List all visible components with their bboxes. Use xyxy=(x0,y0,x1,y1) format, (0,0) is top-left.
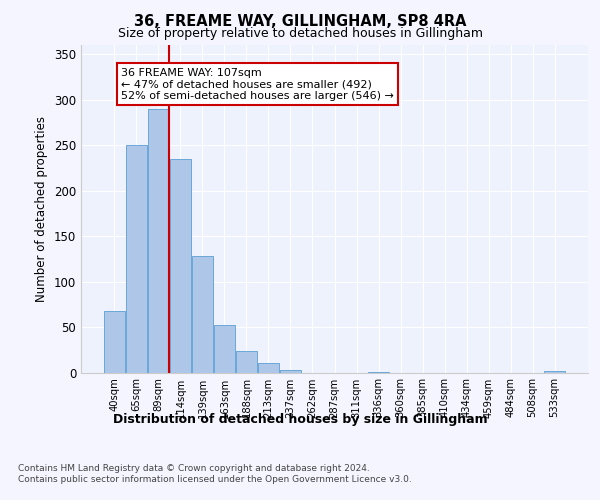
Bar xyxy=(148,108,169,372)
Bar xyxy=(544,370,565,372)
Y-axis label: Number of detached properties: Number of detached properties xyxy=(35,116,49,302)
Bar xyxy=(258,364,279,372)
Bar xyxy=(280,370,301,372)
Bar xyxy=(126,145,147,372)
Text: 36 FREAME WAY: 107sqm
← 47% of detached houses are smaller (492)
52% of semi-det: 36 FREAME WAY: 107sqm ← 47% of detached … xyxy=(121,68,394,101)
Text: 36, FREAME WAY, GILLINGHAM, SP8 4RA: 36, FREAME WAY, GILLINGHAM, SP8 4RA xyxy=(134,14,466,29)
Bar xyxy=(214,325,235,372)
Bar xyxy=(170,158,191,372)
Bar xyxy=(104,310,125,372)
Text: Contains HM Land Registry data © Crown copyright and database right 2024.: Contains HM Land Registry data © Crown c… xyxy=(18,464,370,473)
Text: Distribution of detached houses by size in Gillingham: Distribution of detached houses by size … xyxy=(113,412,487,426)
Text: Contains public sector information licensed under the Open Government Licence v3: Contains public sector information licen… xyxy=(18,475,412,484)
Text: Size of property relative to detached houses in Gillingham: Size of property relative to detached ho… xyxy=(118,28,482,40)
Bar xyxy=(192,256,213,372)
Bar xyxy=(236,350,257,372)
